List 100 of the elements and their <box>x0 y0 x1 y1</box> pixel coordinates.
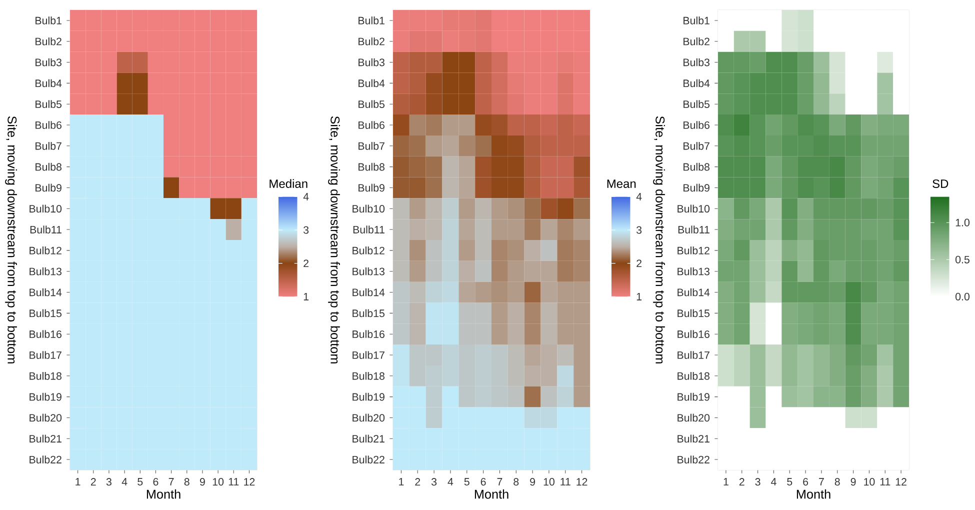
y-tick-label: Bulb14 <box>352 288 385 296</box>
y-tick-label: Bulb16 <box>352 330 384 338</box>
y-tick-label: Bulb21 <box>30 434 62 443</box>
y-tick-label: Bulb12 <box>678 246 710 254</box>
x-tick-label: 6 <box>153 478 158 486</box>
x-tick-label: 5 <box>787 478 792 486</box>
y-tick-label: Bulb7 <box>358 142 384 150</box>
color-bar-label: 2 <box>304 260 308 268</box>
y-tick-label: Bulb1 <box>684 16 710 24</box>
y-tick-label: Bulb18 <box>678 372 710 380</box>
y-tick-label: Bulb14 <box>678 288 710 296</box>
y-tick-label: Bulb4 <box>36 79 62 88</box>
y-tick-label: Bulb9 <box>358 184 384 192</box>
color-bar-label: 2 <box>636 260 642 268</box>
x-tick-label: 12 <box>896 478 906 486</box>
y-tick-label: Bulb16 <box>678 330 710 338</box>
y-tick-label: Bulb20 <box>30 414 62 422</box>
y-tick-label: Bulb3 <box>36 58 62 66</box>
y-tick-label: Bulb3 <box>358 58 384 66</box>
x-tick-label: 9 <box>850 478 856 486</box>
color-bar-label: 1 <box>304 292 309 300</box>
x-axis-title: Month <box>796 489 830 499</box>
x-tick-label: 3 <box>755 478 760 486</box>
y-tick-label: Bulb8 <box>358 162 384 171</box>
y-tick-label: Bulb15 <box>678 309 710 318</box>
y-tick-label: Bulb5 <box>684 100 710 108</box>
color-bar-label: 0.5 <box>956 256 970 264</box>
y-tick-label: Bulb2 <box>36 37 62 46</box>
y-tick-label: Bulb9 <box>36 184 62 192</box>
y-tick-label: Bulb15 <box>352 309 384 318</box>
x-tick-label: 2 <box>739 478 744 486</box>
y-tick-label: Bulb6 <box>358 121 384 129</box>
y-axis-title: Site, moving downstream from top to bottom <box>328 116 340 364</box>
y-tick-label: Bulb19 <box>30 392 62 401</box>
y-tick-label: Bulb14 <box>30 288 62 296</box>
color-bar-label: 0.0 <box>956 292 970 300</box>
x-tick-label: 3 <box>431 478 437 486</box>
x-tick-label: 10 <box>864 478 875 486</box>
x-tick-label: 11 <box>560 478 570 486</box>
y-tick-label: Bulb19 <box>678 392 710 401</box>
y-tick-label: Bulb13 <box>678 267 710 276</box>
color-bar-label: 3 <box>303 226 309 234</box>
x-tick-label: 1 <box>399 478 404 486</box>
y-tick-label: Bulb13 <box>30 267 62 276</box>
x-tick-label: 1 <box>76 478 80 486</box>
color-bar-label: 4 <box>636 192 642 200</box>
y-axis-title: Site, moving downstream from top to bottom <box>5 116 17 364</box>
y-axis-title: Site, moving downstream from top to bottom <box>653 116 665 364</box>
x-tick-label: 8 <box>834 478 840 486</box>
x-tick-label: 1 <box>724 478 728 486</box>
y-tick-label: Bulb22 <box>30 456 62 464</box>
y-tick-label: Bulb2 <box>684 37 710 46</box>
x-tick-label: 2 <box>90 478 96 486</box>
x-tick-label: 10 <box>544 478 554 486</box>
y-tick-label: Bulb8 <box>684 162 710 171</box>
x-tick-label: 12 <box>576 478 588 486</box>
y-tick-label: Bulb1 <box>358 16 384 24</box>
x-tick-label: 5 <box>464 478 470 486</box>
x-tick-label: 4 <box>770 478 776 486</box>
x-tick-label: 11 <box>880 478 890 486</box>
y-tick-label: Bulb16 <box>30 330 62 338</box>
y-tick-label: Bulb7 <box>36 142 62 150</box>
y-tick-label: Bulb6 <box>684 121 710 129</box>
y-tick-label: Bulb4 <box>684 79 710 88</box>
x-tick-label: 8 <box>514 478 519 486</box>
color-bar-label: 1 <box>636 292 642 300</box>
color-bar-title: Mean <box>607 180 636 188</box>
x-tick-label: 4 <box>448 478 454 486</box>
x-tick-label: 11 <box>228 478 239 486</box>
y-tick-label: Bulb3 <box>684 58 710 66</box>
y-tick-label: Bulb5 <box>358 100 384 108</box>
x-tick-label: 6 <box>803 478 808 486</box>
x-axis-title: Month <box>146 489 180 499</box>
y-tick-label: Bulb13 <box>352 267 384 276</box>
y-tick-label: Bulb11 <box>678 226 710 234</box>
x-tick-label: 7 <box>819 478 824 486</box>
x-tick-label: 3 <box>106 478 112 486</box>
y-tick-label: Bulb22 <box>352 456 384 464</box>
x-tick-label: 9 <box>200 478 205 486</box>
y-tick-label: Bulb12 <box>30 246 62 254</box>
y-tick-label: Bulb10 <box>352 204 385 213</box>
color-bar-label: 1.0 <box>956 218 970 226</box>
x-tick-label: 7 <box>168 478 174 486</box>
y-tick-label: Bulb19 <box>352 392 384 401</box>
color-bar-title: SD <box>932 179 948 188</box>
x-tick-label: 7 <box>497 478 502 486</box>
x-tick-label: 8 <box>184 478 190 486</box>
x-tick-label: 6 <box>480 478 486 486</box>
y-tick-label: Bulb20 <box>352 414 385 422</box>
y-tick-label: Bulb10 <box>678 204 710 213</box>
x-tick-label: 12 <box>244 478 255 486</box>
y-tick-label: Bulb5 <box>36 100 62 108</box>
y-tick-label: Bulb21 <box>678 434 710 443</box>
y-tick-label: Bulb6 <box>36 121 62 129</box>
color-bar-label: 3 <box>636 226 642 234</box>
x-tick-label: 5 <box>138 478 143 486</box>
y-tick-label: Bulb18 <box>352 372 384 380</box>
y-tick-label: Bulb7 <box>684 142 710 150</box>
y-tick-label: Bulb17 <box>30 351 62 359</box>
y-tick-label: Bulb1 <box>36 16 62 24</box>
